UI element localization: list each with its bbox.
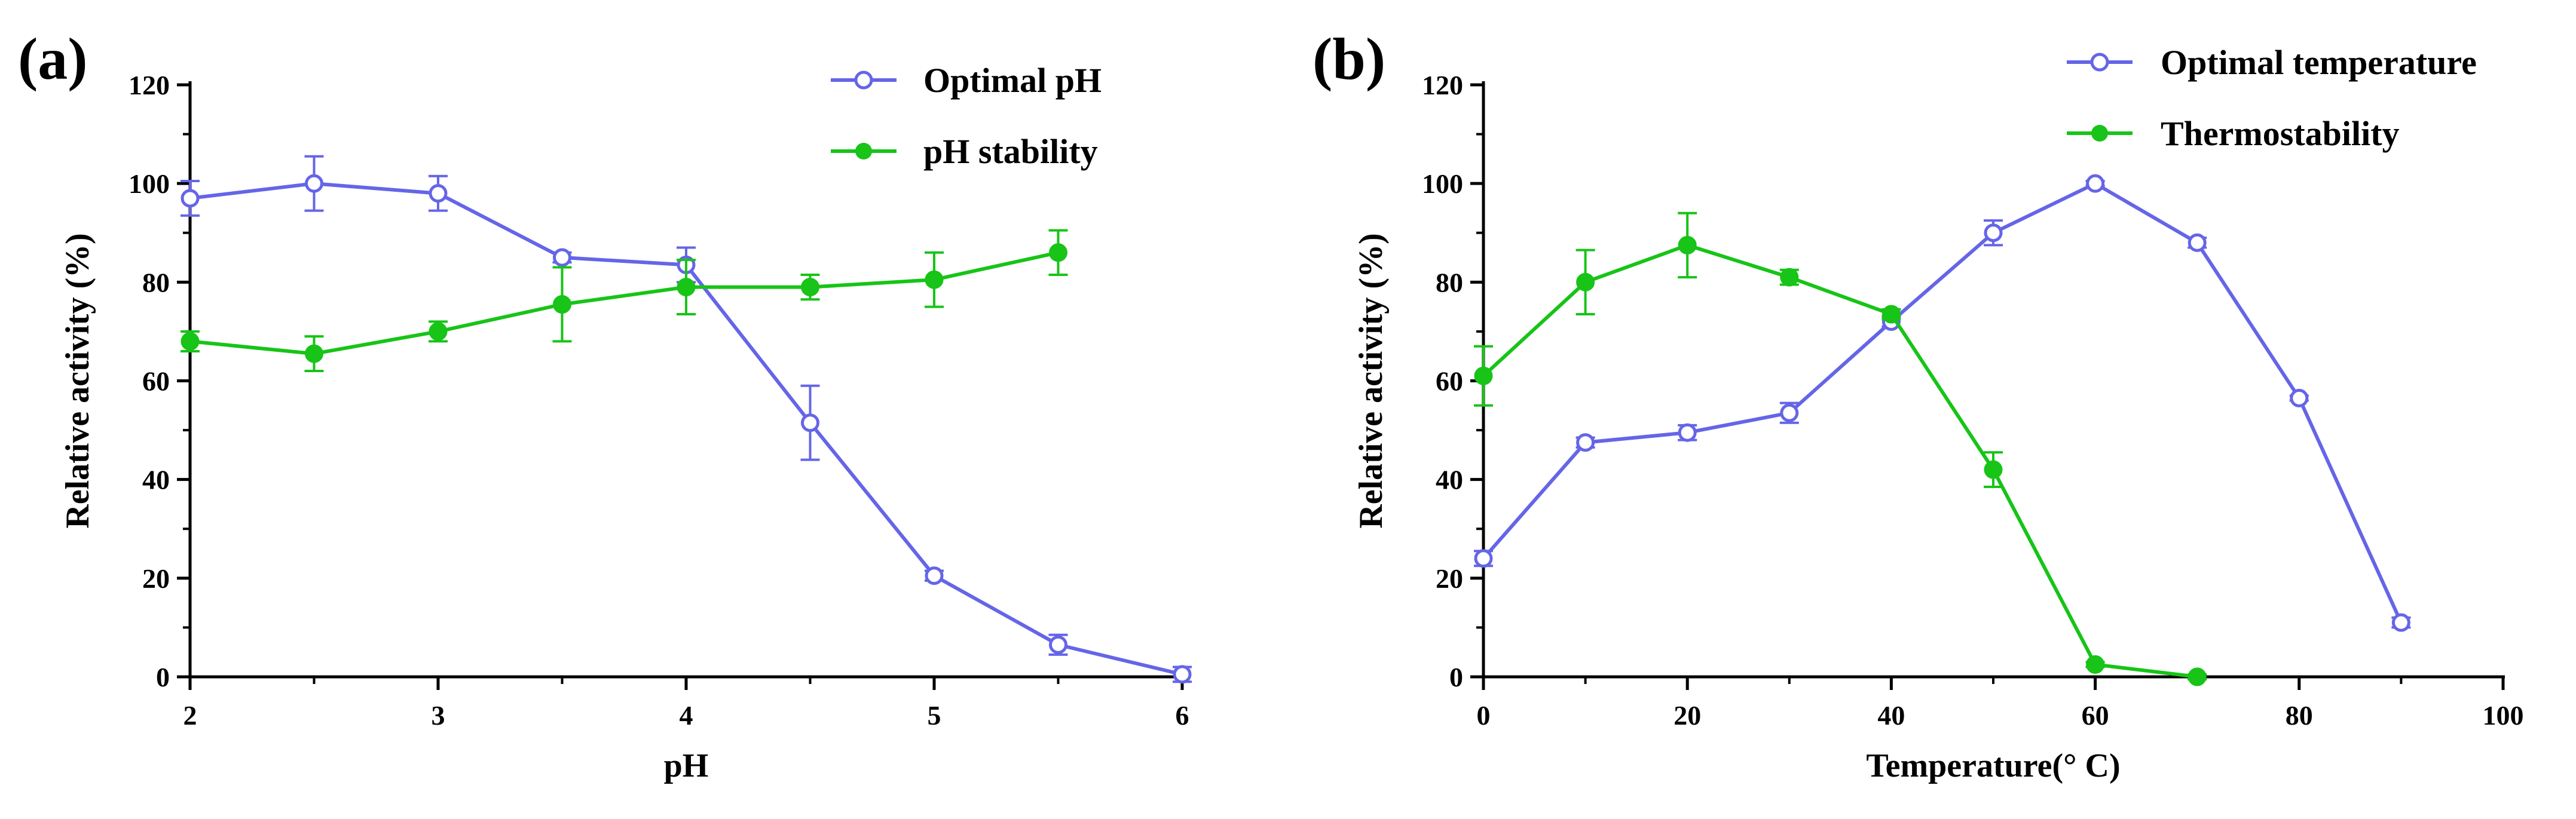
data-point	[801, 278, 819, 297]
data-point	[553, 248, 571, 267]
legend-marker	[2091, 125, 2108, 142]
y-tick-label: 40	[1436, 465, 1463, 495]
y-tick-label: 120	[129, 70, 170, 100]
data-point	[801, 413, 819, 432]
legend-entry: pH stability	[831, 132, 1098, 171]
data-point	[2086, 174, 2105, 193]
x-tick-label: 2	[183, 700, 197, 731]
data-point	[1049, 635, 1067, 654]
x-tick-label: 0	[1477, 700, 1491, 731]
data-point	[1984, 460, 2003, 479]
data-point	[1780, 403, 1799, 422]
data-point	[1576, 433, 1595, 452]
legend-label: Optimal pH	[923, 61, 1102, 100]
data-point	[2188, 667, 2207, 686]
y-axis-title: Relative activity (%)	[59, 233, 96, 528]
legend-entry: Optimal temperature	[2067, 43, 2477, 82]
y-tick-label: 100	[129, 168, 170, 199]
legend-label: Optimal temperature	[2161, 43, 2477, 82]
data-point	[1049, 243, 1067, 262]
data-point	[1881, 305, 1901, 324]
data-point	[1474, 549, 1493, 568]
chart-panel-a: (a) 0 20 40 60 80 100 120 2 3 4 5 6 pH Relative activi…	[18, 26, 1192, 784]
x-tick-label: 20	[1674, 700, 1701, 731]
legend-marker	[2090, 53, 2109, 72]
data-point	[1678, 423, 1697, 442]
series-line	[1482, 182, 2403, 624]
data-point	[677, 278, 696, 297]
data-point	[925, 566, 944, 585]
panel-label: (b)	[1313, 26, 1385, 92]
data-point	[1984, 223, 2003, 243]
y-tick-label: 40	[142, 465, 170, 495]
x-tick-label: 100	[2483, 700, 2524, 731]
legend-marker	[854, 70, 873, 90]
x-tick-label: 5	[928, 700, 941, 731]
legend-label: Thermostability	[2161, 114, 2400, 153]
data-point	[2188, 233, 2207, 252]
series-line	[1482, 243, 2198, 679]
series-optimal	[180, 155, 1192, 684]
series-line	[189, 250, 1059, 356]
data-point	[1678, 235, 1697, 254]
y-tick-label: 80	[1436, 267, 1463, 297]
chart-panel-b: (b) 0 20 40 60 80 100 120 0 20 40 60 80 100 Temperatur…	[1313, 26, 2524, 784]
data-point	[553, 295, 571, 314]
panel-label: (a)	[18, 26, 88, 92]
y-tick-label: 60	[142, 366, 170, 397]
data-point	[429, 322, 448, 341]
series-optimal	[1474, 174, 2411, 632]
y-tick-label: 0	[1449, 662, 1463, 692]
y-tick-label: 120	[1422, 70, 1463, 100]
y-axis-title: Relative activity (%)	[1353, 233, 1390, 528]
legend-label: pH stability	[923, 132, 1098, 171]
data-point	[2290, 388, 2309, 407]
x-tick-label: 6	[1176, 700, 1189, 731]
data-point	[2391, 613, 2410, 632]
y-tick-label: 80	[142, 267, 170, 297]
y-tick-label: 0	[156, 662, 170, 692]
y-tick-label: 100	[1422, 168, 1463, 199]
x-tick-label: 60	[2082, 700, 2109, 731]
y-tick-label: 60	[1436, 366, 1463, 397]
x-tick-label: 40	[1877, 700, 1905, 731]
legend-entry: Optimal pH	[831, 61, 1102, 100]
y-tick-label: 20	[1436, 563, 1463, 594]
series-stability	[1474, 211, 2207, 686]
data-point	[305, 344, 323, 363]
y-tick-label: 20	[142, 563, 170, 594]
data-point	[2086, 655, 2105, 674]
legend-marker	[855, 143, 872, 159]
data-point	[305, 174, 323, 193]
x-tick-label: 4	[680, 700, 693, 731]
data-point	[925, 270, 944, 289]
data-point	[1474, 366, 1493, 385]
data-point	[180, 332, 200, 351]
x-axis-title: pH	[664, 747, 709, 784]
x-tick-label: 3	[432, 700, 445, 731]
data-point	[1173, 665, 1192, 684]
x-tick-label: 80	[2286, 700, 2313, 731]
data-point	[180, 189, 200, 208]
series-stability	[180, 229, 1068, 372]
legend-entry: Thermostability	[2067, 114, 2400, 153]
x-axis-title: Temperature(° C)	[1866, 747, 2120, 784]
data-point	[429, 184, 448, 203]
data-point	[1576, 272, 1595, 292]
data-point	[1780, 268, 1799, 287]
